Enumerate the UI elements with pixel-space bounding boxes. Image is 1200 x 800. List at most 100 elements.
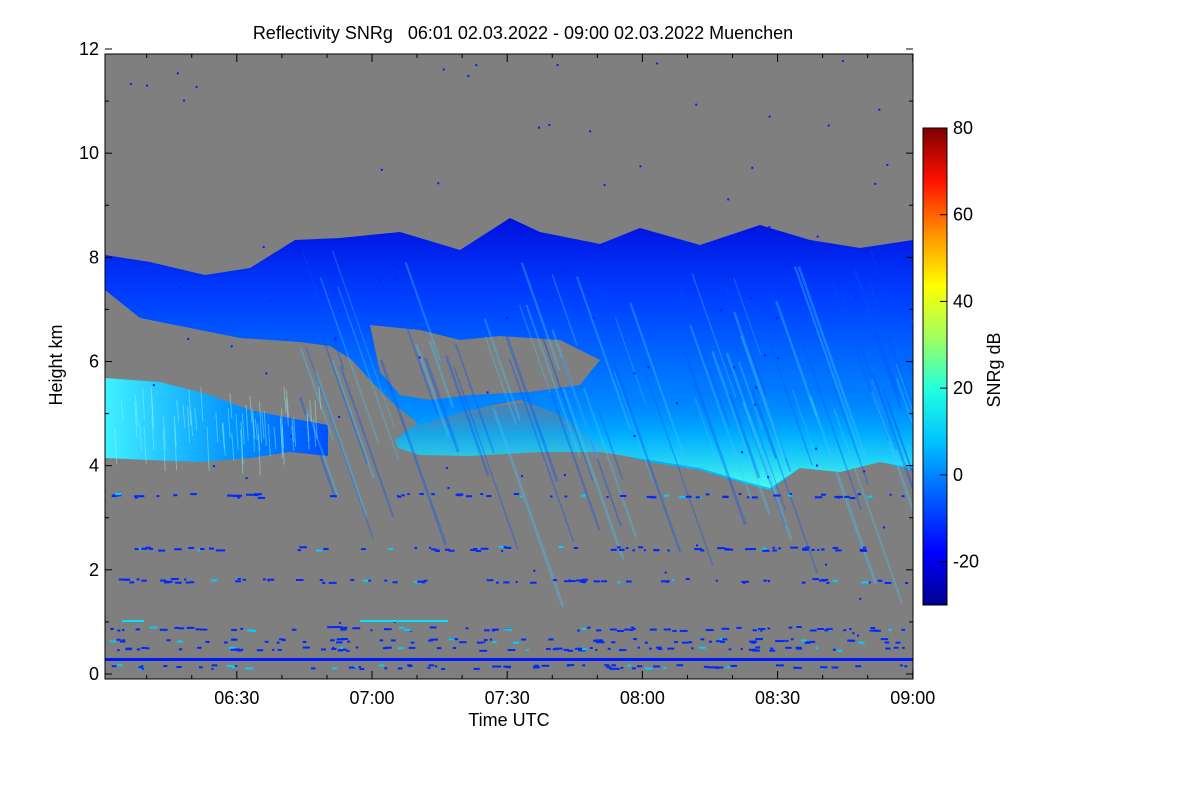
noise-speckle — [609, 667, 616, 670]
noise-speckle — [860, 549, 868, 552]
noise-speckle — [480, 493, 484, 496]
cloud-gap — [370, 325, 600, 400]
noise-speckle — [603, 184, 606, 187]
colorbar-tick-label: 60 — [953, 205, 973, 225]
noise-speckle — [246, 493, 254, 496]
noise-speckle — [630, 629, 634, 632]
noise-speckle — [124, 578, 130, 581]
noise-speckle — [580, 494, 586, 497]
fall-streak — [539, 328, 568, 407]
noise-speckle — [596, 641, 605, 644]
noise-speckle — [820, 548, 825, 551]
noise-speckle — [751, 496, 758, 499]
noise-speckle — [582, 664, 586, 667]
fall-streak — [711, 350, 771, 514]
noise-speckle — [267, 578, 275, 581]
fall-streak — [309, 400, 313, 422]
colorbar-tick-label: 20 — [953, 378, 973, 398]
fall-streak — [301, 250, 345, 370]
noise-speckle — [483, 638, 488, 641]
noise-speckle — [322, 581, 326, 584]
fall-streak — [868, 281, 913, 410]
noise-speckle — [299, 546, 307, 549]
fall-streak — [194, 407, 198, 431]
noise-speckle — [342, 648, 346, 651]
noise-speckle — [242, 578, 247, 581]
fall-streak — [562, 388, 625, 560]
noise-speckle — [826, 628, 833, 631]
colorbar-tick-label: 0 — [953, 465, 963, 485]
noise-speckle — [643, 549, 646, 552]
fall-streak — [871, 373, 913, 494]
fall-streak — [723, 351, 787, 527]
x-tick-label: 09:00 — [890, 688, 935, 708]
noise-speckle — [398, 495, 402, 498]
noise-speckle — [667, 647, 675, 650]
noise-speckle — [801, 581, 806, 584]
fall-streak — [549, 391, 601, 531]
colorbar-tick-label: 80 — [953, 118, 973, 138]
noise-speckle — [176, 72, 179, 75]
noise-speckle — [359, 667, 365, 670]
fall-streak — [741, 329, 767, 395]
noise-speckle — [862, 546, 867, 549]
noise-speckle — [165, 580, 173, 583]
fall-streak — [519, 304, 552, 394]
noise-speckle — [758, 628, 766, 631]
noise-speckle — [141, 579, 147, 582]
noise-speckle — [832, 579, 838, 582]
noise-speckle — [611, 664, 616, 667]
noise-speckle — [819, 666, 828, 669]
noise-speckle — [452, 646, 457, 649]
noise-speckle — [767, 627, 771, 630]
noise-speckle — [695, 496, 701, 499]
fall-streak — [887, 402, 913, 471]
noise-speckle — [178, 627, 185, 630]
noise-speckle — [589, 130, 592, 133]
colorbar — [922, 127, 948, 606]
noise-speckle — [223, 641, 228, 644]
noise-speckle — [141, 667, 145, 670]
noise-speckle — [676, 664, 684, 667]
noise-speckle — [417, 580, 424, 583]
noise-speckle — [615, 667, 620, 670]
noise-speckle — [863, 470, 866, 473]
noise-speckle — [233, 494, 237, 497]
noise-speckle — [434, 665, 438, 668]
noise-speckle — [456, 494, 462, 497]
noise-speckle — [581, 648, 587, 651]
noise-speckle — [410, 641, 415, 644]
noise-speckle — [633, 638, 637, 641]
noise-speckle — [606, 666, 612, 669]
fall-streak — [614, 317, 647, 405]
noise-speckle — [315, 549, 322, 552]
fall-streak — [263, 410, 267, 447]
noise-speckle — [610, 548, 617, 551]
noise-speckle — [601, 580, 607, 583]
noise-speckle — [211, 667, 214, 670]
fall-streak — [833, 408, 903, 603]
noise-speckle — [888, 628, 892, 631]
noise-speckle — [146, 84, 149, 87]
fall-streak — [454, 343, 495, 454]
noise-speckle — [428, 664, 435, 667]
noise-speckle — [436, 647, 442, 650]
noise-speckle — [265, 372, 268, 375]
noise-speckle — [884, 641, 890, 644]
fall-streak — [644, 373, 714, 567]
noise-speckle — [190, 493, 197, 496]
fall-streak — [291, 425, 295, 451]
noise-speckle — [574, 647, 583, 650]
noise-speckle — [199, 548, 205, 551]
noise-speckle — [849, 628, 852, 631]
noise-speckle — [380, 168, 383, 171]
noise-speckle — [832, 546, 839, 549]
noise-speckle — [160, 579, 167, 582]
noise-speckle — [624, 628, 630, 631]
noise-speckle — [660, 580, 669, 583]
noise-speckle — [564, 495, 568, 498]
noise-speckle — [775, 640, 779, 643]
fall-streak — [404, 262, 442, 362]
noise-speckle — [473, 667, 480, 670]
noise-speckle — [368, 579, 371, 582]
